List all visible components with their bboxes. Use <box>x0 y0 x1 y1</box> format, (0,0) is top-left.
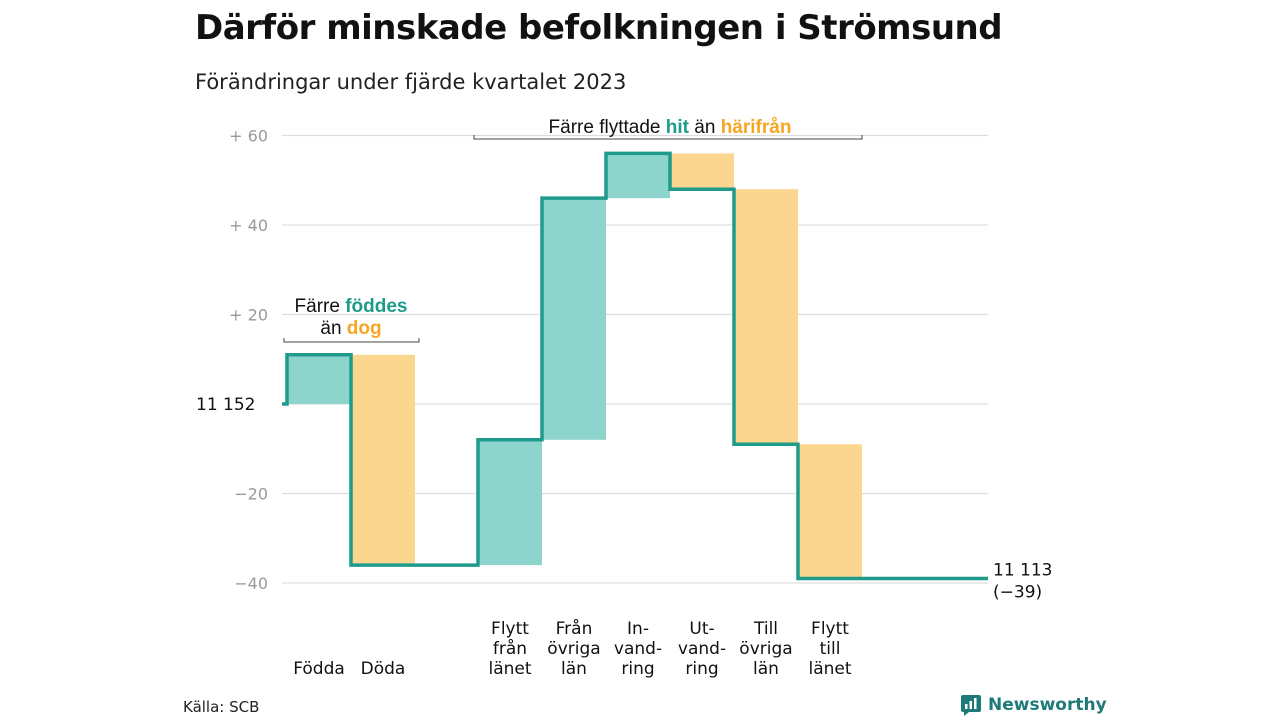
end-value-label: 11 113 <box>993 561 1052 581</box>
inflow-bar <box>542 198 606 440</box>
inflow-bar <box>287 354 351 404</box>
outflow-bar <box>670 153 734 190</box>
annotation-text: Färre föddes <box>295 296 408 317</box>
category-labels-layer: Födda DödaFlyttfrånlänetFrånövrigalänIn-v… <box>293 618 852 679</box>
category-label: vand- <box>614 639 662 659</box>
y-tick-label: + 40 <box>229 216 268 235</box>
annotation-span: dog <box>347 318 382 339</box>
category-label: länet <box>488 659 531 679</box>
chart-title: Därför minskade befolkningen i Strömsund <box>195 8 1003 48</box>
category-label: övriga <box>547 639 600 659</box>
category-label: från <box>493 638 527 659</box>
source-note: Källa: SCB <box>183 698 260 716</box>
annotation-span: än <box>320 318 346 339</box>
y-tick-label: −20 <box>234 485 268 504</box>
category-label: Flytt <box>491 619 529 639</box>
category-label: Födda <box>293 659 345 679</box>
annotation-text: än dog <box>320 318 381 339</box>
category-label: Döda <box>361 659 406 679</box>
y-tick-label: −40 <box>234 574 268 593</box>
chart-subtitle: Förändringar under fjärde kvartalet 2023 <box>195 70 627 94</box>
annotation-span: härifrån <box>721 117 792 138</box>
annotation-span: Färre <box>295 296 346 317</box>
inflow-bar <box>606 153 670 199</box>
annotation-span: Färre flyttade <box>549 117 666 138</box>
y-tick-label: + 20 <box>229 306 268 325</box>
category-label: län <box>561 659 587 679</box>
outflow-bar <box>351 354 415 566</box>
brand-logo: Newsworthy <box>960 694 1107 716</box>
category-label: Till <box>753 619 778 639</box>
annotation-span: föddes <box>345 296 407 317</box>
start-value-label: 11 152 <box>196 395 255 415</box>
newsworthy-logo-icon <box>961 695 981 716</box>
inflow-bar <box>478 439 542 566</box>
end-value-label: (−39) <box>993 583 1042 603</box>
category-label: Ut- <box>689 619 714 639</box>
bars-layer <box>287 153 862 579</box>
category-label: ring <box>685 659 718 679</box>
brand-name: Newsworthy <box>988 695 1107 715</box>
category-label: vand- <box>678 639 726 659</box>
category-label: till <box>820 639 841 659</box>
category-label: Från <box>556 618 593 639</box>
annotation-bracket <box>473 135 863 140</box>
y-tick-label: + 60 <box>229 127 268 146</box>
annotation-text: Färre flyttade hit än härifrån <box>549 117 792 138</box>
category-label: ring <box>621 659 654 679</box>
category-label: övriga <box>739 639 792 659</box>
cumulative-step-line <box>282 151 988 581</box>
category-label: In- <box>627 619 649 639</box>
category-label: Flytt <box>811 619 849 639</box>
category-label: län <box>753 659 779 679</box>
annotation-span: hit <box>666 117 690 138</box>
annotation-span: än <box>689 117 721 138</box>
annotation-bracket <box>283 338 420 343</box>
category-label: länet <box>808 659 851 679</box>
outflow-bar <box>734 189 798 445</box>
outflow-bar <box>798 444 862 579</box>
